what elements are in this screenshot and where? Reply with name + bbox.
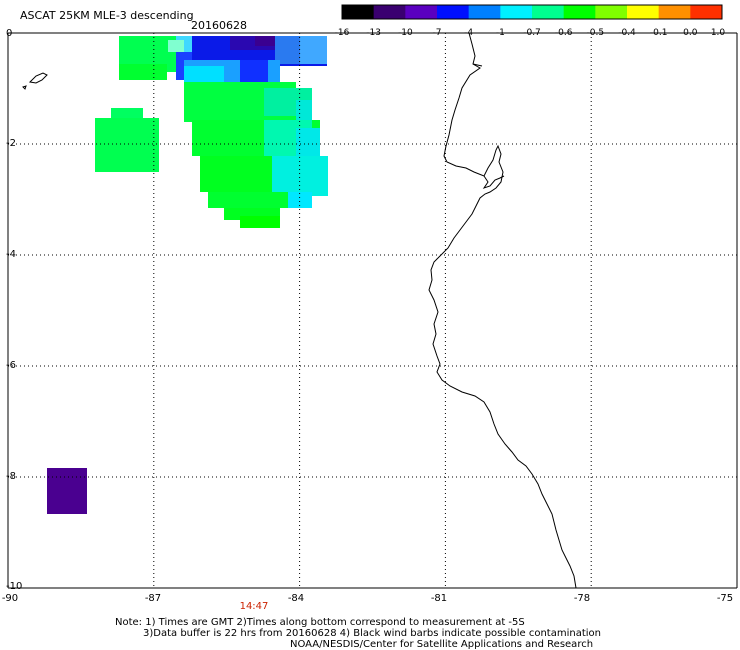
- colorbar-segment: [405, 5, 438, 19]
- swath-cell: [240, 60, 268, 82]
- colorbar-segment: [468, 5, 501, 19]
- note-line-3: NOAA/NESDIS/Center for Satellite Applica…: [290, 639, 594, 650]
- x-tick-label: -78: [573, 593, 591, 604]
- swath-cell: [47, 468, 87, 514]
- colorbar-tick-label: -10: [397, 28, 413, 38]
- y-tick-label: -8: [6, 471, 16, 482]
- colorbar-tick-label: -0.4: [618, 28, 636, 38]
- swath-cell: [95, 118, 159, 172]
- y-tick-label: -2: [6, 138, 16, 149]
- colorbar-border: [341, 4, 723, 20]
- colorbar-segment: [532, 5, 565, 19]
- colorbar-segment: [627, 5, 660, 19]
- colorbar-tick-label: -7: [432, 28, 442, 38]
- colorbar-tick-label: -13: [366, 28, 382, 38]
- coastline: [428, 32, 577, 589]
- colorbar-tick-label: 1.0: [710, 28, 726, 38]
- colorbar-segment: [690, 5, 723, 19]
- colorbar-tick-label: 0.0: [683, 28, 698, 38]
- swath-cell: [168, 40, 184, 52]
- colorbar-segment: [373, 5, 406, 19]
- y-tick-label: 0: [6, 28, 13, 39]
- coastline-detail: [482, 175, 505, 189]
- colorbar-segment: [342, 5, 375, 19]
- x-tick-label: -84: [287, 593, 305, 604]
- colorbar-tick-label: -1: [495, 28, 505, 38]
- island: [22, 85, 27, 90]
- x-tick-label: -90: [1, 593, 19, 604]
- colorbar-tick-label: -16: [334, 28, 350, 38]
- colorbar-segment: [437, 5, 470, 19]
- colorbar-tick-label: -4: [464, 28, 474, 38]
- colorbar-segment: [595, 5, 628, 19]
- note-line-1: Note: 1) Times are GMT 2)Times along bot…: [115, 617, 525, 628]
- y-tick-label: -6: [6, 360, 16, 371]
- map-date: 20160628: [191, 19, 247, 32]
- colorbar: [341, 4, 723, 20]
- coastline-detail: [472, 63, 483, 67]
- colorbar-segment: [563, 5, 596, 19]
- y-tick-label: -4: [6, 249, 16, 260]
- map-title: ASCAT 25KM MLE-3 descending: [20, 9, 194, 22]
- colorbar-segment: [500, 5, 533, 19]
- swath-cell: [255, 36, 275, 46]
- swath-cell: [119, 64, 167, 80]
- colorbar-segment: [658, 5, 691, 19]
- colorbar-tick-label: -0.7: [523, 28, 541, 38]
- y-tick-label: -10: [6, 581, 23, 592]
- swath-cell: [208, 192, 312, 208]
- colorbar-tick-label: -0.5: [586, 28, 605, 38]
- swath-cell: [240, 216, 280, 228]
- note-line-2: 3)Data buffer is 22 hrs from 20160628 4)…: [143, 628, 601, 639]
- data-swaths: [47, 36, 328, 514]
- x-tick-label: -81: [430, 593, 448, 604]
- island: [28, 72, 48, 84]
- swath-cell: [300, 36, 327, 64]
- grid-lines: [7, 32, 738, 589]
- x-tick-label: -87: [144, 593, 162, 604]
- pass-time-label: 14:47: [239, 601, 269, 612]
- swath-cell: [288, 192, 312, 208]
- colorbar-tick-label: -0.1: [649, 28, 668, 38]
- x-tick-label: -75: [716, 593, 734, 604]
- colorbar-tick-label: -0.6: [554, 28, 573, 38]
